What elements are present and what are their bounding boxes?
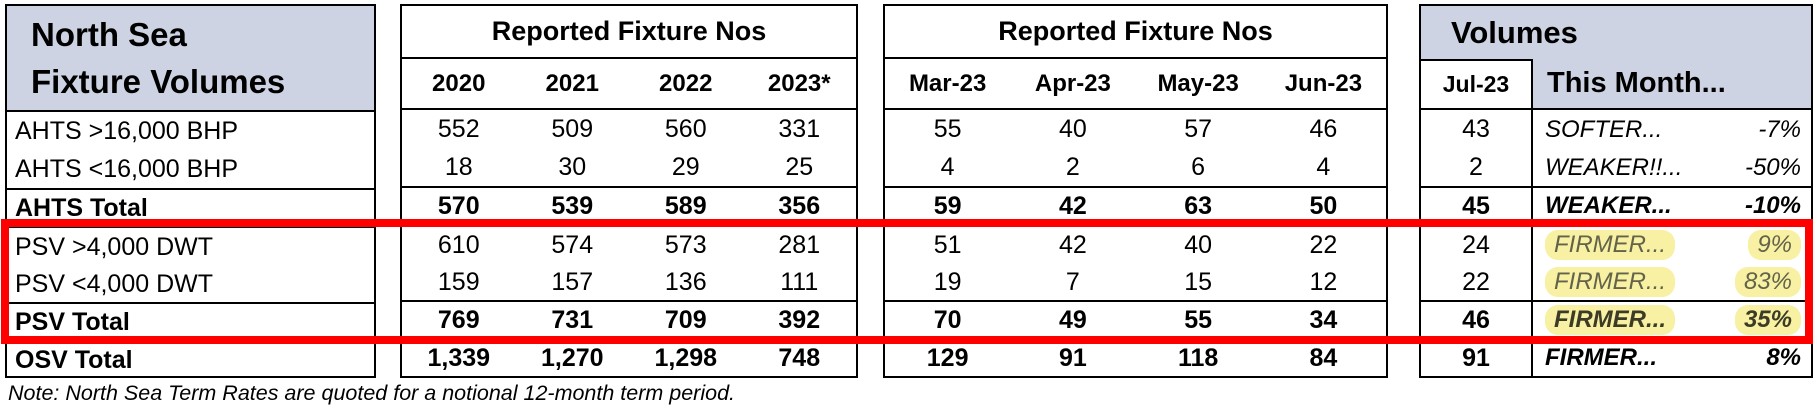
table-title: North Sea Fixture Volumes <box>7 6 374 112</box>
col-header-mar23: Mar-23 <box>908 69 987 97</box>
year-column-headers: 2020 2021 2022 2023* <box>402 59 856 110</box>
trend-comment-highlighted: FIRMER... <box>1545 305 1675 335</box>
col-header-2022: 2022 <box>659 69 713 97</box>
row-label-psv-over4k: PSV >4,000 DWT <box>15 232 213 261</box>
trend-comment: WEAKER!!... <box>1545 153 1683 181</box>
yearly-fixtures-table: Reported Fixture Nos 2020 2021 2022 2023… <box>400 4 858 378</box>
col-header-2023: 2023* <box>767 69 831 97</box>
volumes-block-title: Volumes <box>1421 6 1811 59</box>
table-row: 610 574 573 281 <box>437 230 821 259</box>
trend-pct: -7% <box>1758 115 1801 143</box>
col-header-jun23: Jun-23 <box>1284 69 1363 97</box>
psv-rows-highlight-rectangle <box>1 219 1813 344</box>
table-title-line2: Fixture Volumes <box>31 63 286 100</box>
col-header-2020: 2020 <box>432 69 486 97</box>
row-label-ahts-over16k: AHTS >16,000 BHP <box>15 117 239 145</box>
row-label-osv-total: OSV Total <box>15 345 133 374</box>
col-header-2021: 2021 <box>545 69 599 97</box>
col-header-this-month: This Month... <box>1533 59 1811 108</box>
table-row: 2 WEAKER!!... -50% <box>1421 149 1811 188</box>
trend-pct: -10% <box>1744 192 1801 219</box>
trend-pct: 8% <box>1766 344 1801 371</box>
table-row: 43 SOFTER... -7% <box>1421 110 1811 149</box>
row-labels-table: North Sea Fixture Volumes AHTS >16,000 B… <box>5 4 376 378</box>
table-row: 91 FIRMER... 8% <box>1421 340 1811 376</box>
trend-comment-highlighted: FIRMER... <box>1545 230 1675 260</box>
table-row: 1,339 1,270 1,298 748 <box>427 343 821 372</box>
col-header-may23: May-23 <box>1157 69 1239 97</box>
month-column-headers: Mar-23 Apr-23 May-23 Jun-23 <box>885 59 1386 110</box>
trend-pct-highlighted: 35% <box>1734 305 1801 335</box>
trend-pct-highlighted: 83% <box>1734 267 1801 297</box>
footnote: Note: North Sea Term Rates are quoted fo… <box>8 381 736 405</box>
row-label-psv-under4k: PSV <4,000 DWT <box>7 266 374 304</box>
trend-comment: WEAKER... <box>1545 192 1672 219</box>
trend-pct: -50% <box>1744 153 1801 181</box>
trend-comment-highlighted: FIRMER... <box>1545 267 1675 297</box>
table-row: 45 WEAKER... -10% <box>1421 188 1811 226</box>
monthly-block-title: Reported Fixture Nos <box>885 6 1386 59</box>
table-row: 552 509 560 331 <box>437 115 821 143</box>
col-header-jul23: Jul-23 <box>1421 59 1533 108</box>
table-row: 159 157 136 111 <box>402 264 856 302</box>
table-row: 51 42 40 22 <box>933 230 1338 259</box>
monthly-fixtures-table: Reported Fixture Nos Mar-23 Apr-23 May-2… <box>883 4 1388 378</box>
trend-comment: FIRMER... <box>1545 344 1657 371</box>
table-row: 129 91 118 84 <box>926 343 1338 372</box>
row-label-ahts-under16k: AHTS <16,000 BHP <box>7 151 374 190</box>
trend-comment: SOFTER... <box>1545 115 1663 143</box>
yearly-block-title: Reported Fixture Nos <box>402 6 856 59</box>
table-row: 46 FIRMER... 35% <box>1421 302 1811 340</box>
table-row: 22 FIRMER... 83% <box>1421 264 1811 302</box>
volumes-column-headers: Jul-23 This Month... <box>1421 59 1811 110</box>
table-row: 18 30 29 25 <box>402 149 856 188</box>
volumes-table: Volumes Jul-23 This Month... 43 SOFTER..… <box>1419 4 1813 378</box>
row-label-ahts-total: AHTS Total <box>7 190 374 228</box>
table-row: 19 7 15 12 <box>885 264 1386 302</box>
col-header-apr23: Apr-23 <box>1034 69 1111 97</box>
table-row: 55 40 57 46 <box>933 115 1338 143</box>
table-title-line1: North Sea <box>31 16 187 53</box>
table-row: 24 FIRMER... 9% <box>1421 226 1811 264</box>
trend-pct-highlighted: 9% <box>1748 230 1801 260</box>
